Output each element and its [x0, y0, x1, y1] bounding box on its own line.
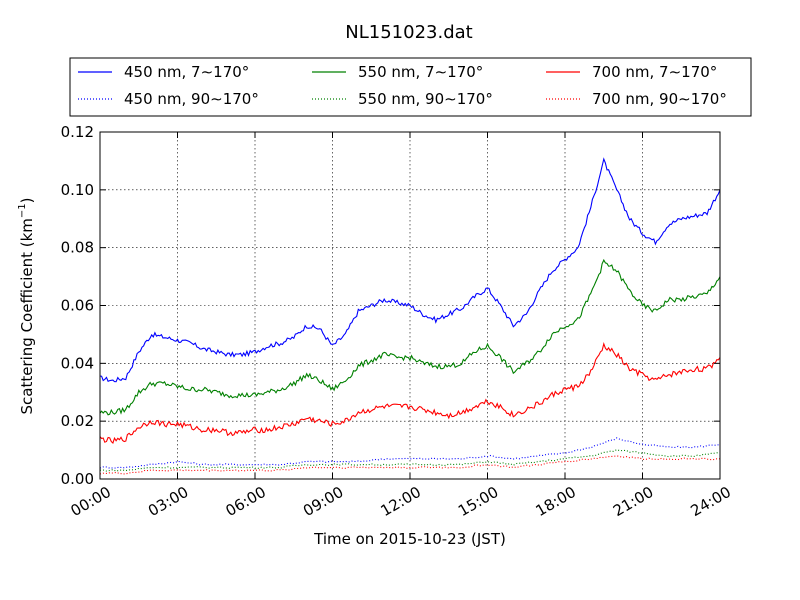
series-line-3: [99, 449, 721, 472]
x-tick-label: 15:00: [455, 483, 501, 520]
y-axis-label-sup: −1: [17, 203, 28, 218]
x-tick-label: 12:00: [378, 483, 424, 520]
series-line-0: [99, 157, 721, 383]
series-line-4: [99, 342, 721, 444]
legend-box: [69, 57, 752, 117]
y-tick-label: 0.10: [61, 181, 94, 199]
ticks: 00:00 03:00 06:00 09:00 12:00 15:00 18:00 21:00…: [61, 123, 734, 520]
x-axis-label: Time on 2015-10-23 (JST): [313, 530, 506, 548]
x-tick-label: 00:00: [68, 483, 114, 520]
y-axis-label-end: ): [18, 197, 36, 203]
series-line-1: [99, 437, 721, 469]
y-tick-label: 0.00: [61, 470, 94, 488]
y-tick-label: 0.04: [61, 354, 94, 372]
x-tick-label: 18:00: [533, 483, 579, 520]
legend-label: 450 nm, 7∼170°: [124, 63, 249, 81]
legend-label: 550 nm, 90∼170°: [358, 90, 493, 108]
legend-label: 450 nm, 90∼170°: [124, 90, 259, 108]
series-line-2: [99, 258, 721, 416]
x-tick-label: 06:00: [223, 483, 269, 520]
x-tick-label: 21:00: [610, 483, 656, 520]
y-axis-label-main: Scattering Coefficient (km: [18, 218, 36, 414]
legend-label: 700 nm, 7∼170°: [592, 63, 717, 81]
y-tick-label: 0.12: [61, 123, 94, 141]
legend-label: 700 nm, 90∼170°: [592, 90, 727, 108]
y-tick-label: 0.02: [61, 412, 94, 430]
x-tick-label: 09:00: [300, 483, 346, 520]
y-axis-label: Scattering Coefficient (km−1): [17, 197, 36, 414]
legend: 450 nm, 7∼170° 450 nm, 90∼170° 550 nm, 7∼1…: [69, 57, 752, 117]
y-tick-label: 0.08: [61, 239, 94, 257]
legend-label: 550 nm, 7∼170°: [358, 63, 483, 81]
x-tick-label: 03:00: [145, 483, 191, 520]
x-tick-label: 24:00: [688, 483, 734, 520]
series-line-5: [99, 455, 720, 475]
y-tick-label: 0.06: [61, 297, 94, 315]
chart-title: NL151023.dat: [345, 22, 472, 43]
series-layer: [99, 157, 721, 475]
